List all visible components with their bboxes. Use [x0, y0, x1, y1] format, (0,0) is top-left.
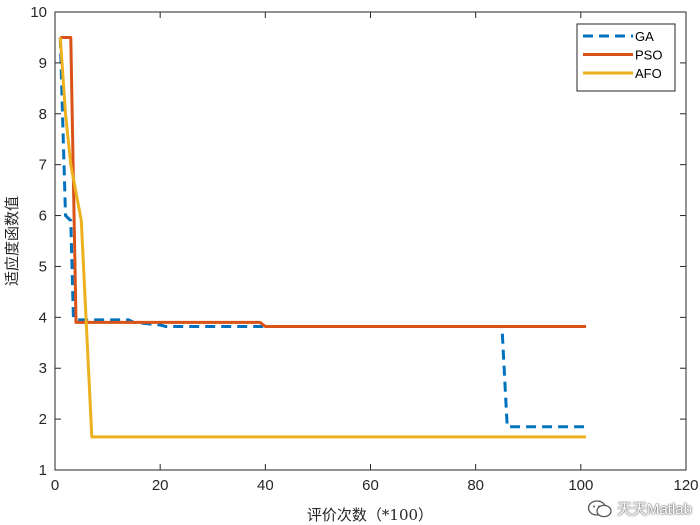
y-tick-label: 6 [39, 208, 47, 225]
series-afo-line [58, 37, 587, 439]
wechat-icon [587, 499, 612, 517]
y-axis-label: 适应度函数值 [3, 196, 21, 286]
series-pso-line [60, 35, 587, 328]
y-tick-label: 1 [39, 462, 47, 479]
watermark: 天天Matlab [587, 498, 692, 519]
y-tick-label: 4 [39, 309, 47, 326]
series-layer [58, 35, 587, 439]
legend-label-ga: GA [635, 29, 654, 44]
y-tick-label: 9 [39, 55, 47, 72]
y-tick-label: 7 [39, 157, 47, 174]
legend-label-pso: PSO [635, 48, 662, 63]
x-tick-label: 40 [257, 477, 274, 494]
x-tick-label: 0 [51, 477, 59, 494]
y-tick-label: 8 [39, 106, 47, 123]
ticks-layer: 0 20 40 60 80 100 120 1 2 3 4 5 6 7 8 9 10 [30, 4, 698, 494]
x-tick-label: 20 [152, 477, 169, 494]
legend: GA PSO AFO [576, 23, 676, 92]
y-tick-label: 10 [30, 4, 47, 21]
x-tick-label: 60 [362, 477, 379, 494]
watermark-text: 天天Matlab [616, 501, 692, 518]
y-tick-label: 5 [39, 258, 47, 275]
x-tick-label: 80 [467, 477, 484, 494]
legend-box [576, 23, 676, 92]
y-tick-label: 2 [39, 411, 47, 428]
x-tick-label: 120 [673, 477, 698, 494]
legend-label-afo: AFO [635, 66, 662, 81]
x-axis-label: 评价次数（*100） [307, 506, 433, 524]
y-tick-label: 3 [39, 360, 47, 377]
x-tick-label: 100 [568, 477, 593, 494]
